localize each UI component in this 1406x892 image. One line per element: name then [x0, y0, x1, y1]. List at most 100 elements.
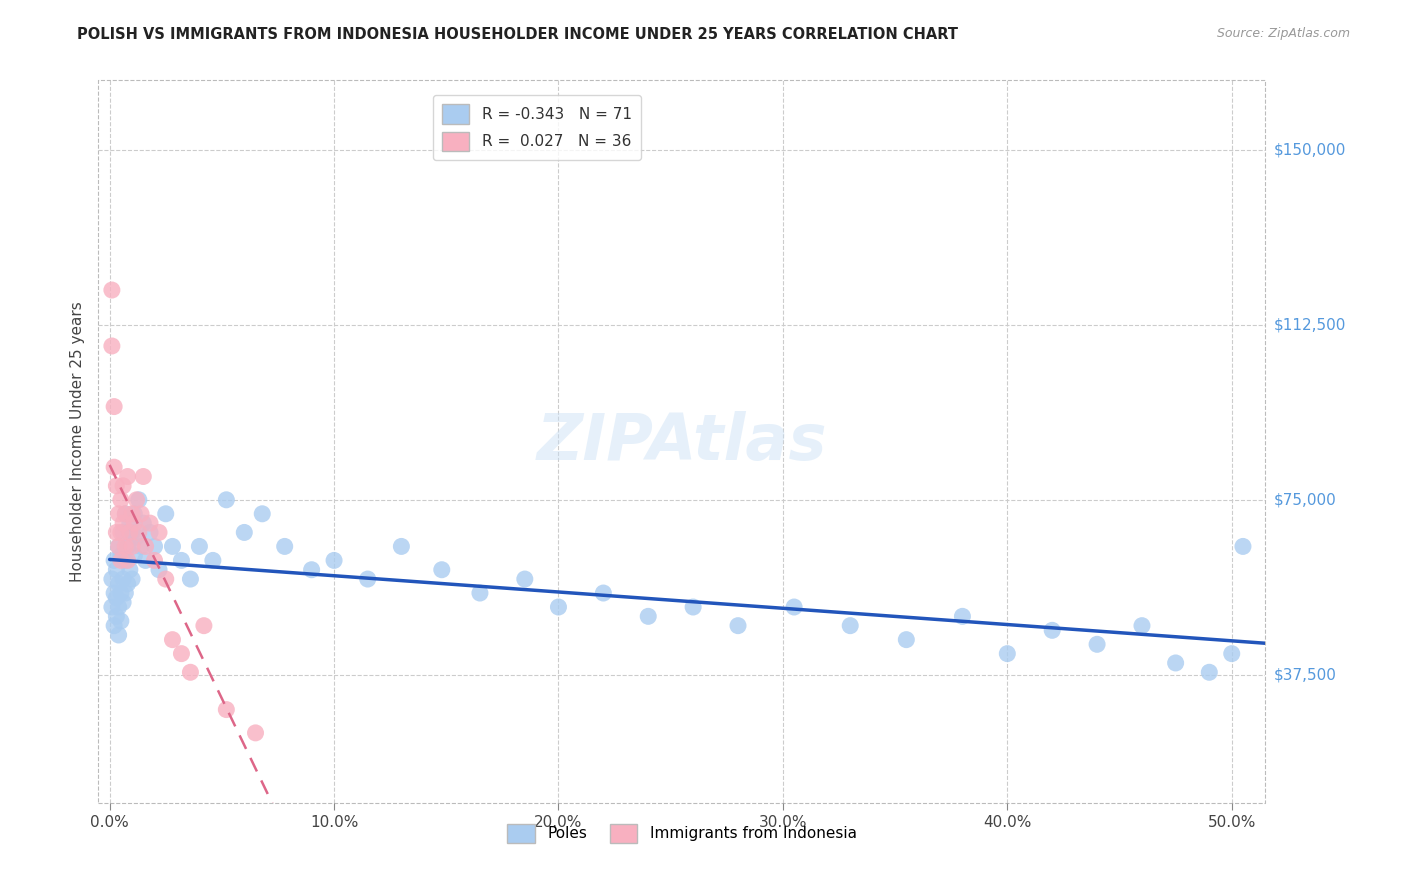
Point	[128, 525, 150, 540]
Legend: Poles, Immigrants from Indonesia: Poles, Immigrants from Indonesia	[501, 817, 863, 849]
Point	[129, 540, 152, 554]
Point	[252, 507, 274, 521]
Point	[682, 600, 704, 615]
Point	[389, 540, 412, 554]
Text: $150,000: $150,000	[1274, 143, 1346, 158]
Point	[110, 549, 132, 563]
Point	[118, 516, 141, 530]
Point	[107, 576, 129, 591]
Point	[132, 469, 155, 483]
Point	[105, 609, 128, 624]
Point	[162, 632, 184, 647]
Point	[110, 492, 132, 507]
Point	[103, 553, 125, 567]
Point	[143, 540, 166, 554]
Point	[101, 339, 124, 353]
Point	[121, 572, 143, 586]
Point	[783, 600, 806, 615]
Point	[114, 586, 136, 600]
Point	[233, 525, 256, 540]
Text: POLISH VS IMMIGRANTS FROM INDONESIA HOUSEHOLDER INCOME UNDER 25 YEARS CORRELATIO: POLISH VS IMMIGRANTS FROM INDONESIA HOUS…	[77, 27, 959, 42]
Point	[101, 283, 124, 297]
Point	[107, 540, 129, 554]
Point	[135, 553, 157, 567]
Point	[110, 586, 132, 600]
Point	[273, 540, 295, 554]
Text: $112,500: $112,500	[1274, 318, 1346, 333]
Point	[592, 586, 614, 600]
Point	[179, 572, 201, 586]
Point	[124, 549, 146, 563]
Point	[128, 492, 150, 507]
Point	[155, 507, 177, 521]
Point	[121, 540, 143, 554]
Point	[101, 600, 124, 615]
Point	[839, 618, 862, 632]
Point	[124, 507, 146, 521]
Point	[101, 572, 124, 586]
Point	[114, 553, 136, 567]
Point	[107, 540, 129, 554]
Point	[135, 540, 157, 554]
Point	[1198, 665, 1220, 680]
Point	[155, 572, 177, 586]
Point	[124, 516, 146, 530]
Point	[117, 540, 139, 554]
Point	[193, 618, 215, 632]
Point	[896, 632, 918, 647]
Text: ZIPAtlas: ZIPAtlas	[537, 410, 827, 473]
Point	[103, 460, 125, 475]
Point	[118, 563, 141, 577]
Point	[114, 540, 136, 554]
Point	[148, 525, 170, 540]
Point	[323, 553, 346, 567]
Point	[121, 507, 143, 521]
Point	[107, 628, 129, 642]
Point	[139, 516, 162, 530]
Point	[103, 586, 125, 600]
Point	[143, 553, 166, 567]
Point	[170, 553, 193, 567]
Point	[114, 507, 136, 521]
Point	[162, 540, 184, 554]
Point	[201, 553, 224, 567]
Point	[139, 525, 162, 540]
Point	[105, 479, 128, 493]
Point	[148, 563, 170, 577]
Point	[1220, 647, 1243, 661]
Point	[112, 572, 135, 586]
Point	[1232, 540, 1254, 554]
Y-axis label: Householder Income Under 25 years: Householder Income Under 25 years	[69, 301, 84, 582]
Point	[1164, 656, 1187, 670]
Point	[952, 609, 974, 624]
Point	[117, 469, 139, 483]
Point	[1040, 624, 1063, 638]
Point	[125, 492, 148, 507]
Point	[430, 563, 453, 577]
Point	[107, 507, 129, 521]
Point	[513, 572, 536, 586]
Point	[112, 525, 135, 540]
Point	[112, 479, 135, 493]
Point	[637, 609, 659, 624]
Point	[357, 572, 380, 586]
Point	[110, 525, 132, 540]
Point	[110, 553, 132, 567]
Point	[301, 563, 323, 577]
Point	[132, 516, 155, 530]
Point	[1130, 618, 1153, 632]
Point	[125, 530, 148, 544]
Point	[105, 591, 128, 605]
Point	[215, 702, 238, 716]
Point	[107, 600, 129, 615]
Point	[129, 507, 152, 521]
Point	[170, 647, 193, 661]
Point	[245, 726, 267, 740]
Point	[112, 595, 135, 609]
Text: $75,000: $75,000	[1274, 492, 1337, 508]
Point	[105, 525, 128, 540]
Point	[103, 400, 125, 414]
Point	[112, 516, 135, 530]
Point	[188, 540, 211, 554]
Text: $37,500: $37,500	[1274, 667, 1337, 682]
